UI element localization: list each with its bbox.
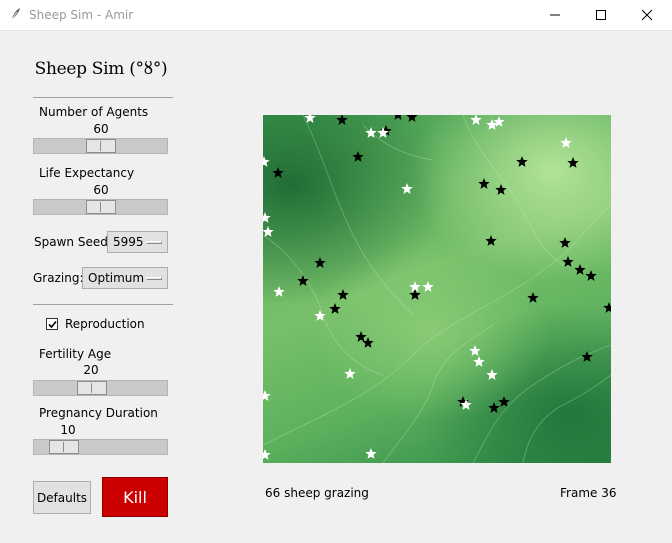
minimize-button[interactable] [532, 0, 578, 30]
sheep-white-icon [365, 127, 377, 138]
pregnancy-duration-slider-thumb[interactable] [49, 440, 79, 454]
checkmark-icon [48, 320, 57, 329]
frame-counter: Frame 36 [560, 486, 617, 500]
sheep-black-icon [355, 331, 367, 342]
fertility-age-value: 20 [83, 363, 99, 377]
agents-slider[interactable] [33, 138, 168, 154]
sheep-black-icon [488, 402, 500, 413]
terrain-map [263, 115, 611, 463]
spawn-seed-label: Spawn Seed: [34, 235, 112, 249]
sheep-black-icon [495, 184, 507, 195]
sheep-black-icon [352, 151, 364, 162]
window-titlebar: Sheep Sim - Amir [0, 0, 672, 31]
sheep-black-icon [562, 256, 574, 267]
maximize-button[interactable] [578, 0, 624, 30]
app-heading: Sheep Sim (°ȣ°) [34, 59, 168, 79]
sheep-black-icon [406, 115, 418, 122]
sheep-white-icon [401, 183, 413, 194]
fertility-age-slider[interactable] [33, 380, 168, 396]
sheep-black-icon [394, 115, 402, 120]
sheep-white-icon [469, 345, 481, 356]
sheep-black-icon [380, 125, 392, 136]
sheep-white-icon [263, 390, 271, 401]
spawn-seed-menu[interactable]: 5995 [107, 231, 168, 253]
sheep-black-icon [567, 157, 579, 168]
pregnancy-duration-value: 10 [60, 423, 76, 437]
agents-label: Number of Agents [39, 105, 149, 119]
sheep-black-icon [516, 156, 528, 167]
sheep-black-icon [329, 303, 341, 314]
sheep-white-icon [473, 356, 485, 367]
sheep-black-icon [478, 178, 490, 189]
kill-button[interactable]: Kill [102, 477, 168, 517]
sheep-white-icon [344, 368, 356, 379]
sheep-black-icon [603, 302, 611, 313]
pregnancy-duration-slider[interactable] [33, 439, 168, 455]
sheep-white-icon [470, 115, 482, 125]
menu-indicator-icon [146, 277, 162, 280]
grazing-value: Optimum [88, 271, 145, 285]
sheep-black-icon [314, 257, 326, 268]
sheep-white-icon [422, 281, 434, 292]
sheep-white-icon [263, 226, 274, 237]
sheep-white-icon [377, 127, 389, 138]
sheep-black-icon [574, 264, 586, 275]
sheep-white-icon [314, 310, 326, 321]
feather-icon [8, 7, 22, 21]
sheep-white-icon [560, 137, 572, 148]
sheep-black-icon [362, 337, 374, 348]
sheep-white-icon [304, 115, 316, 123]
sheep-black-icon [485, 235, 497, 246]
life-expectancy-slider[interactable] [33, 199, 168, 215]
sheep-black-icon [297, 275, 309, 286]
defaults-button[interactable]: Defaults [33, 481, 91, 514]
life-expectancy-slider-thumb[interactable] [86, 200, 116, 214]
sheep-black-icon [272, 167, 284, 178]
sheep-white-icon [263, 212, 271, 223]
sheep-black-icon [585, 270, 597, 281]
sheep-black-icon [336, 115, 348, 125]
sheep-white-icon [460, 399, 472, 410]
menu-indicator-icon [146, 241, 162, 244]
sheep-black-icon [527, 292, 539, 303]
life-expectancy-label: Life Expectancy [39, 166, 135, 180]
sheep-white-icon [263, 449, 271, 460]
sheep-black-icon [581, 351, 593, 362]
agents-value: 60 [93, 122, 109, 136]
sheep-layer [263, 115, 611, 460]
fertility-age-slider-thumb[interactable] [77, 381, 107, 395]
sheep-white-icon [409, 281, 421, 292]
sheep-white-icon [493, 116, 505, 127]
separator [33, 97, 173, 98]
life-expectancy-value: 60 [93, 183, 109, 197]
sheep-black-icon [457, 396, 469, 407]
sheep-white-icon [486, 369, 498, 380]
grazing-menu[interactable]: Optimum [82, 267, 168, 289]
reproduction-label: Reproduction [65, 317, 145, 331]
close-button[interactable] [624, 0, 670, 30]
sheep-black-icon [337, 289, 349, 300]
spawn-seed-value: 5995 [113, 235, 144, 249]
reproduction-checkbox[interactable] [46, 318, 58, 330]
sheep-white-icon [263, 156, 270, 167]
sheep-count-status: 66 sheep grazing [265, 486, 369, 500]
grazing-label: Grazing: [33, 271, 84, 285]
fertility-age-label: Fertility Age [39, 347, 112, 361]
sheep-white-icon [486, 119, 498, 130]
separator [33, 304, 173, 305]
sheep-black-icon [498, 396, 510, 407]
pregnancy-duration-label: Pregnancy Duration [39, 406, 158, 420]
sheep-white-icon [365, 448, 377, 459]
sheep-white-icon [273, 286, 285, 297]
sheep-black-icon [559, 237, 571, 248]
window-title: Sheep Sim - Amir [29, 8, 134, 22]
agents-slider-thumb[interactable] [86, 139, 116, 153]
sheep-black-icon [409, 289, 421, 300]
